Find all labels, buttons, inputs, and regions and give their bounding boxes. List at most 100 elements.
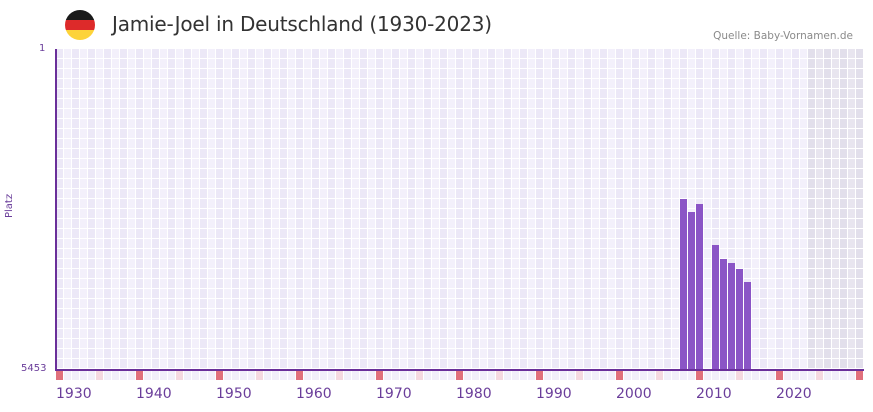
year-marker	[112, 371, 119, 380]
year-marker	[568, 371, 575, 380]
year-marker	[352, 371, 359, 380]
year-marker	[728, 371, 735, 380]
year-marker	[232, 371, 239, 380]
x-tick-label: 1990	[536, 386, 572, 402]
year-marker	[272, 371, 279, 380]
grid-column	[776, 49, 783, 370]
grid-column	[408, 49, 415, 370]
year-marker	[384, 371, 391, 380]
year-marker	[712, 371, 719, 380]
year-marker	[528, 371, 535, 380]
grid-column	[224, 49, 231, 370]
year-marker	[304, 371, 311, 380]
grid-column	[568, 49, 575, 370]
year-marker	[600, 371, 607, 380]
grid-column	[512, 49, 519, 370]
year-marker	[168, 371, 175, 380]
year-marker	[512, 371, 519, 380]
year-marker	[64, 371, 71, 380]
grid-column	[240, 49, 247, 370]
year-marker	[824, 371, 831, 380]
year-marker	[584, 371, 591, 380]
year-marker	[496, 371, 503, 380]
grid-column	[664, 49, 671, 370]
year-marker	[800, 371, 807, 380]
grid-column	[720, 49, 727, 370]
year-marker	[760, 371, 767, 380]
year-marker	[672, 371, 679, 380]
y-axis-title: Platz	[4, 193, 15, 218]
grid-column	[520, 49, 527, 370]
year-marker	[640, 371, 647, 380]
decade-marker	[136, 371, 143, 380]
year-marker	[368, 371, 375, 380]
bar-2012[interactable]	[712, 245, 719, 370]
decade-marker	[776, 371, 783, 380]
decade-marker	[56, 371, 63, 380]
decade-marker	[856, 371, 863, 380]
grid-column	[216, 49, 223, 370]
grid-column	[440, 49, 447, 370]
year-marker	[648, 371, 655, 380]
year-marker	[152, 371, 159, 380]
grid-column	[488, 49, 495, 370]
grid-column	[424, 49, 431, 370]
year-marker	[200, 371, 207, 380]
bar-2008[interactable]	[680, 199, 687, 370]
grid-column	[744, 49, 751, 370]
bar-2010[interactable]	[696, 203, 703, 370]
grid-column	[192, 49, 199, 370]
bar-2015[interactable]	[736, 269, 743, 370]
grid-column	[504, 49, 511, 370]
grid-column	[112, 49, 119, 370]
year-marker	[688, 371, 695, 380]
grid-column	[320, 49, 327, 370]
year-marker	[560, 371, 567, 380]
bar-2009[interactable]	[688, 212, 695, 370]
year-marker	[632, 371, 639, 380]
grid-column	[288, 49, 295, 370]
year-marker	[520, 371, 527, 380]
grid-column	[712, 49, 719, 370]
grid-column	[648, 49, 655, 370]
bar-2013[interactable]	[720, 259, 727, 370]
year-marker	[248, 371, 255, 380]
grid-column	[848, 49, 855, 370]
year-marker	[448, 371, 455, 380]
grid-column	[104, 49, 111, 370]
grid-column	[136, 49, 143, 370]
grid-column	[360, 49, 367, 370]
grid-column	[832, 49, 839, 370]
grid-column	[808, 49, 815, 370]
year-marker	[392, 371, 399, 380]
year-marker	[360, 371, 367, 380]
year-marker	[416, 371, 423, 380]
grid-column	[80, 49, 87, 370]
x-tick-label: 1980	[456, 386, 492, 402]
year-marker	[256, 371, 263, 380]
year-marker	[464, 371, 471, 380]
year-marker	[328, 371, 335, 380]
decade-marker	[216, 371, 223, 380]
grid-column	[784, 49, 791, 370]
year-marker	[288, 371, 295, 380]
grid-column	[400, 49, 407, 370]
year-marker	[848, 371, 855, 380]
grid-column	[560, 49, 567, 370]
grid-column	[472, 49, 479, 370]
grid-column	[256, 49, 263, 370]
year-marker	[784, 371, 791, 380]
year-marker	[280, 371, 287, 380]
grid-column	[184, 49, 191, 370]
x-tick-label: 1950	[216, 386, 252, 402]
bar-2016[interactable]	[744, 281, 751, 370]
grid-column	[672, 49, 679, 370]
grid-column	[736, 49, 743, 370]
year-marker	[472, 371, 479, 380]
bar-2014[interactable]	[728, 263, 735, 370]
y-axis-top-label: 1	[39, 43, 46, 54]
grid-column	[64, 49, 71, 370]
grid-column	[336, 49, 343, 370]
grid-column	[528, 49, 535, 370]
year-marker	[400, 371, 407, 380]
